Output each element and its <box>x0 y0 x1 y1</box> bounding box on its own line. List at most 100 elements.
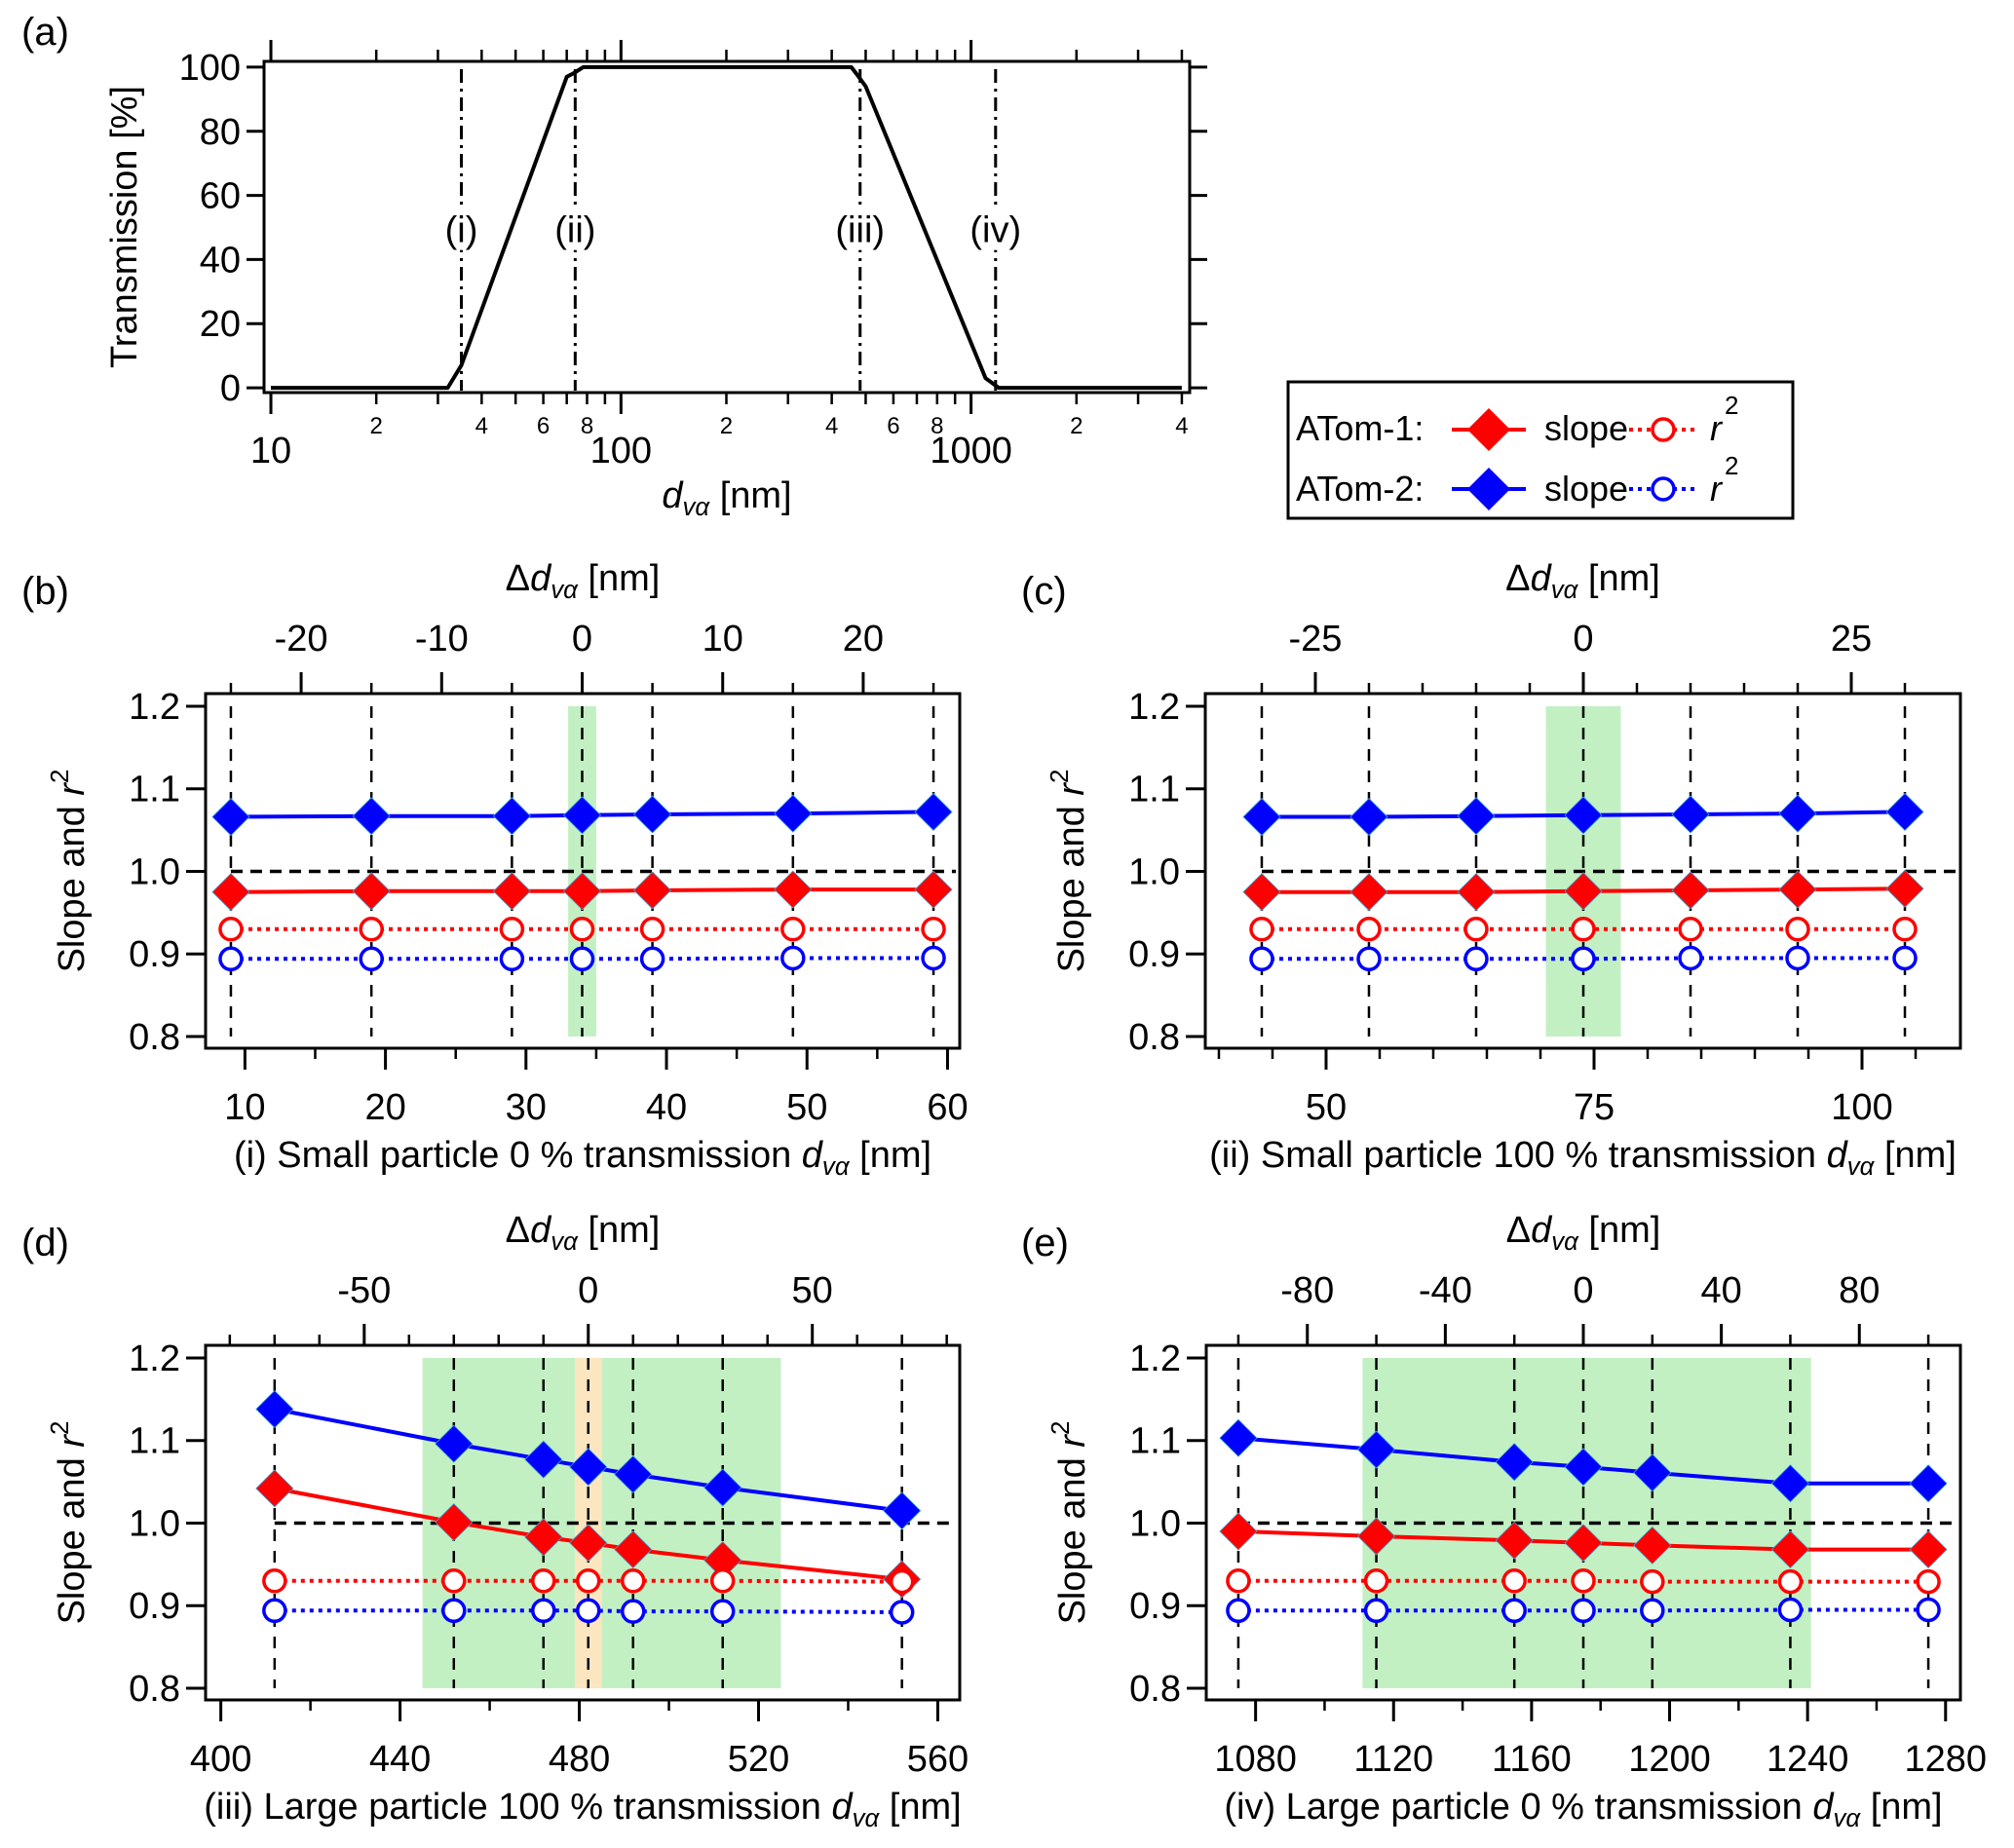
panel-label: (c) <box>1021 570 1067 613</box>
data-point-atom-1-r2 <box>1892 917 1918 942</box>
data-point-atom-2-slope <box>1356 1430 1396 1469</box>
data-point-atom-2-slope <box>255 1389 294 1429</box>
top-tick-label: -20 <box>275 619 328 660</box>
top-axis-title: Δdvα [nm] <box>1506 1210 1661 1256</box>
data-point-atom-2-slope <box>1242 797 1281 837</box>
highlight-band <box>422 1357 781 1688</box>
x-tick-label: 40 <box>646 1087 687 1128</box>
data-point-atom-2-r2 <box>639 946 665 972</box>
x-minor-tick-label: 4 <box>825 413 838 439</box>
data-point-atom-2-slope <box>1349 797 1388 837</box>
data-point-atom-2-r2 <box>1892 945 1918 971</box>
data-point-atom-1-slope <box>435 1503 474 1542</box>
data-point-atom-1-r2 <box>262 1568 287 1594</box>
data-point-atom-2-r2 <box>569 946 595 972</box>
data-point-atom-1-slope <box>352 872 391 911</box>
y-tick-label: 0.9 <box>129 934 180 975</box>
data-point-atom-1-slope <box>255 1469 294 1508</box>
data-point-atom-2-slope <box>1457 797 1496 836</box>
vline-label-bg <box>437 207 485 250</box>
data-point-atom-2-slope <box>774 794 813 833</box>
x-minor-tick-label: 6 <box>887 413 899 439</box>
data-point-atom-1-r2 <box>499 917 525 942</box>
data-point-atom-2-r2 <box>262 1598 287 1624</box>
data-point-atom-2-r2 <box>1785 945 1810 971</box>
x-axis-title: (ii) Small particle 100 % transmission d… <box>1209 1135 1957 1181</box>
x-tick-label: 1240 <box>1767 1739 1849 1780</box>
data-point-atom-1-r2 <box>1363 1568 1389 1594</box>
top-tick-label: -25 <box>1289 619 1343 660</box>
data-point-atom-2-r2 <box>1640 1598 1665 1624</box>
data-point-atom-1-r2 <box>620 1568 646 1594</box>
data-point-atom-2-r2 <box>575 1598 601 1624</box>
x-minor-tick-label: 4 <box>1175 413 1188 439</box>
data-point-atom-2-slope <box>1885 792 1924 832</box>
y-tick-label: 1.2 <box>129 687 180 728</box>
top-tick-label: 10 <box>703 619 743 660</box>
y-tick-label: 0.8 <box>129 1017 180 1058</box>
data-point-atom-1-r2 <box>1226 1568 1251 1594</box>
data-point-atom-2-r2 <box>1678 945 1703 971</box>
x-tick-label: 1120 <box>1353 1739 1433 1780</box>
y-tick-label: 0.9 <box>1128 934 1180 975</box>
data-point-atom-2-r2 <box>1501 1598 1527 1624</box>
x-tick-label: 100 <box>1831 1087 1892 1128</box>
top-tick-label: 40 <box>1700 1270 1741 1311</box>
vline-label: (i) <box>445 210 478 251</box>
top-tick-label: 0 <box>1573 1270 1593 1311</box>
legend: ATom-1: slope r 2 ATom-2: slope r 2 <box>1286 380 1795 520</box>
data-point-atom-2-slope <box>1495 1443 1534 1482</box>
legend-box <box>1286 380 1795 520</box>
top-tick-label: -10 <box>415 619 469 660</box>
data-point-atom-2-slope <box>1564 1448 1603 1487</box>
legend-marker-atom2-r2-icon <box>1651 476 1676 502</box>
data-point-atom-2-r2 <box>889 1600 915 1625</box>
data-point-atom-1-r2 <box>218 917 244 942</box>
data-point-atom-2-r2 <box>620 1599 646 1624</box>
y-tick-label: 20 <box>200 304 241 345</box>
y-tick-label: 0.8 <box>1128 1017 1180 1058</box>
x-minor-tick-label: 2 <box>720 413 733 439</box>
data-point-atom-1-r2 <box>531 1568 556 1594</box>
y-tick-label: 1.1 <box>1128 770 1180 811</box>
y-tick-label: 1.1 <box>1129 1421 1181 1462</box>
y-tick-label: 1.0 <box>1128 851 1180 892</box>
vline-label-bg <box>551 207 599 250</box>
data-point-atom-1-r2 <box>1356 917 1382 942</box>
y-tick-label: 1.1 <box>129 1421 180 1462</box>
data-point-atom-2-r2 <box>499 946 525 972</box>
vline-label: (iv) <box>969 210 1021 251</box>
data-point-atom-2-slope <box>883 1491 922 1530</box>
data-point-atom-1-r2 <box>441 1568 467 1594</box>
y-tick-label: 0.9 <box>129 1586 180 1627</box>
data-point-atom-2-r2 <box>780 945 806 971</box>
y-tick-label: 1.0 <box>129 1503 180 1544</box>
data-point-atom-2-slope <box>633 795 672 834</box>
data-point-atom-1-slope <box>1671 871 1710 910</box>
x-axis-title: (i) Small particle 0 % transmission dvα … <box>234 1135 931 1181</box>
data-point-atom-2-slope <box>703 1468 742 1507</box>
data-point-atom-1-slope <box>1770 1530 1810 1569</box>
x-tick-label: 1280 <box>1905 1739 1988 1780</box>
data-point-atom-1-slope <box>1242 873 1281 912</box>
x-tick-label: 1000 <box>930 431 1012 471</box>
data-point-atom-1-r2 <box>1640 1568 1665 1595</box>
data-point-atom-1-r2 <box>921 917 946 942</box>
legend-r2-sup-atom1: 2 <box>1725 391 1738 420</box>
legend-r2-atom2: r <box>1710 469 1724 509</box>
legend-marker-atom2-slope-icon <box>1467 468 1510 510</box>
top-tick-label: 20 <box>843 619 884 660</box>
top-tick-label: -50 <box>337 1270 391 1311</box>
y-tick-label: 0.8 <box>129 1669 180 1710</box>
top-tick-label: 0 <box>572 619 592 660</box>
legend-slope-atom2: slope <box>1544 469 1628 509</box>
data-point-atom-1-slope <box>524 1518 563 1557</box>
data-point-atom-1-r2 <box>575 1568 601 1594</box>
y-axis-title: Slope and r2 <box>1045 1421 1093 1625</box>
x-tick-label: 20 <box>364 1087 405 1128</box>
data-point-atom-1-slope <box>1564 872 1603 911</box>
x-tick-label: 440 <box>369 1739 431 1780</box>
panel-b: (b) 0.8 0.9 1.0 1.1 1.2 10 20 30 40 50 60 -20 -10 0 10 2… <box>21 558 969 1181</box>
x-axis-title: (iv) Large particle 0 % transmission dvα… <box>1224 1787 1942 1832</box>
